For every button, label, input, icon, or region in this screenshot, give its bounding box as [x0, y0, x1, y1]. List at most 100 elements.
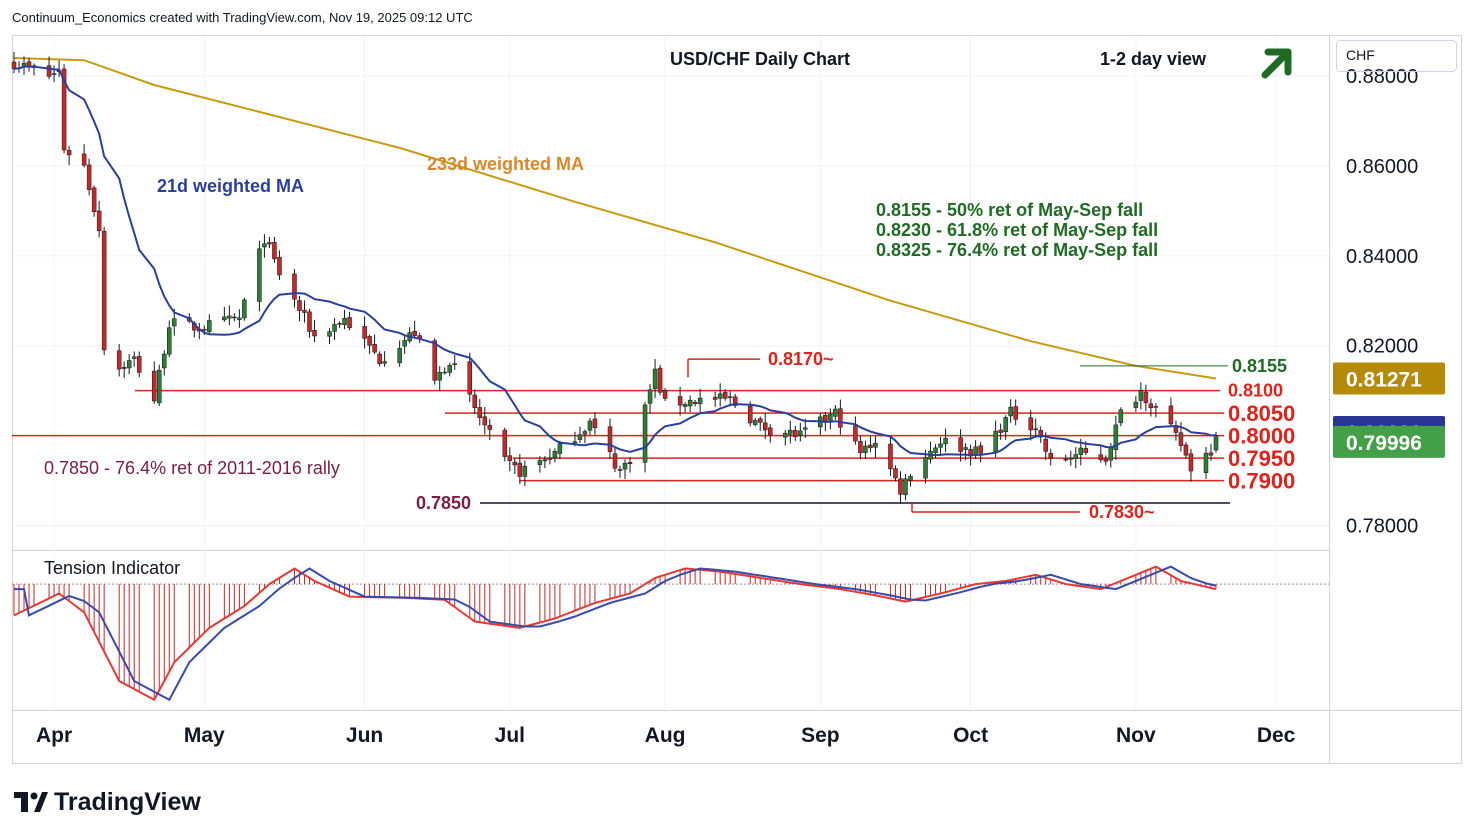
y-tick-label: 0.82000: [1346, 336, 1418, 358]
candle-body: [1098, 454, 1104, 461]
candle-body: [86, 164, 92, 190]
fib-note-2: 0.8230 - 61.8% ret of May-Sep fall: [876, 220, 1158, 240]
candle-body: [1148, 403, 1154, 409]
candle-body: [262, 243, 267, 248]
candle-body: [447, 365, 452, 373]
candle-body: [1143, 391, 1149, 404]
candle-body: [477, 407, 483, 418]
candle-body: [452, 363, 457, 365]
candle-body: [627, 462, 633, 464]
candle-body: [126, 360, 132, 369]
candle-body: [652, 368, 658, 389]
candle-body: [798, 430, 803, 436]
candle-body: [292, 273, 297, 300]
candle-body: [1068, 457, 1074, 460]
candle-body: [202, 329, 207, 331]
candle-body: [61, 68, 67, 151]
candle-body: [803, 427, 808, 430]
candle-body: [1063, 458, 1068, 461]
candle-body: [167, 327, 172, 355]
candle-body: [943, 437, 948, 445]
level-label: 0.7830~: [1089, 502, 1155, 522]
candle-body: [873, 442, 878, 448]
candle-body: [297, 300, 302, 311]
candle-body: [938, 443, 943, 448]
x-tick-label: Aug: [645, 724, 686, 747]
candle-body: [257, 248, 262, 302]
candle-body: [793, 430, 798, 438]
candle-body: [237, 317, 242, 320]
candle-body: [347, 317, 352, 329]
currency-box[interactable]: [1336, 40, 1457, 72]
oscillator-signal-line: [14, 565, 1217, 702]
x-tick-label: Jul: [495, 724, 525, 747]
candle-body: [732, 396, 738, 406]
candle-body: [783, 432, 788, 438]
candle-body: [717, 393, 723, 399]
candle-body: [1208, 452, 1214, 456]
candle-body: [242, 299, 247, 319]
x-tick-label: Oct: [953, 724, 988, 747]
candle-body: [547, 457, 553, 460]
candle-body: [1133, 401, 1139, 408]
candle-body: [1028, 417, 1033, 431]
candle-body: [863, 445, 868, 453]
candle-body: [682, 404, 688, 407]
candle-body: [472, 394, 478, 408]
up-right-arrow-icon: [1261, 48, 1292, 79]
candle-body: [833, 408, 838, 417]
y-tick-label: 0.78000: [1346, 516, 1418, 538]
candle-body: [577, 434, 583, 440]
candle-body: [1038, 430, 1043, 438]
candle-body: [1013, 406, 1018, 420]
level-label: 0.8155: [1232, 356, 1287, 376]
candle-body: [622, 462, 628, 470]
candle-body: [367, 336, 372, 346]
candle-body: [1078, 447, 1084, 455]
price-badge-label: 0.81271: [1346, 368, 1422, 391]
candle-body: [612, 453, 618, 469]
candle-body: [377, 353, 382, 365]
candle-body: [162, 353, 167, 369]
candle-body: [81, 153, 87, 166]
candle-body: [1153, 406, 1159, 408]
chart-title: USD/CHF Daily Chart: [670, 49, 850, 69]
candle-body: [592, 418, 598, 428]
candle-body: [607, 426, 613, 452]
candle-body: [307, 311, 312, 332]
candle-body: [1083, 448, 1089, 453]
level-label: 0.7950: [1228, 446, 1295, 471]
candle-body: [467, 361, 473, 395]
candle-body: [1103, 458, 1109, 462]
candle-body: [542, 459, 548, 462]
candle-body: [557, 443, 563, 454]
candle-body: [332, 324, 337, 332]
candle-body: [1138, 390, 1144, 401]
candle-body: [207, 320, 212, 332]
level-label: 0.7900: [1228, 469, 1295, 494]
candle-body: [712, 396, 718, 400]
candle-body: [963, 447, 968, 450]
candle-body: [868, 444, 873, 449]
candle-body: [327, 331, 332, 337]
view-label: 1-2 day view: [1100, 49, 1207, 69]
chart-frame: [12, 35, 1462, 764]
x-tick-label: Jun: [346, 724, 383, 747]
candle-body: [337, 323, 342, 325]
oscillator-line: [13, 565, 1217, 702]
x-tick-label: Dec: [1257, 724, 1296, 747]
candle-body: [116, 350, 122, 370]
candle-body: [372, 344, 377, 353]
candle-body: [121, 367, 127, 369]
candle-body: [1108, 447, 1114, 461]
candle-body: [442, 371, 447, 374]
candle-body: [617, 469, 623, 471]
candle-body: [232, 316, 237, 319]
candle-body: [522, 466, 528, 477]
ma233-label: 233d weighted MA: [427, 154, 584, 174]
tradingview-logo[interactable]: TradingView: [14, 788, 201, 817]
candle-body: [482, 416, 488, 426]
candle-body: [66, 150, 72, 156]
